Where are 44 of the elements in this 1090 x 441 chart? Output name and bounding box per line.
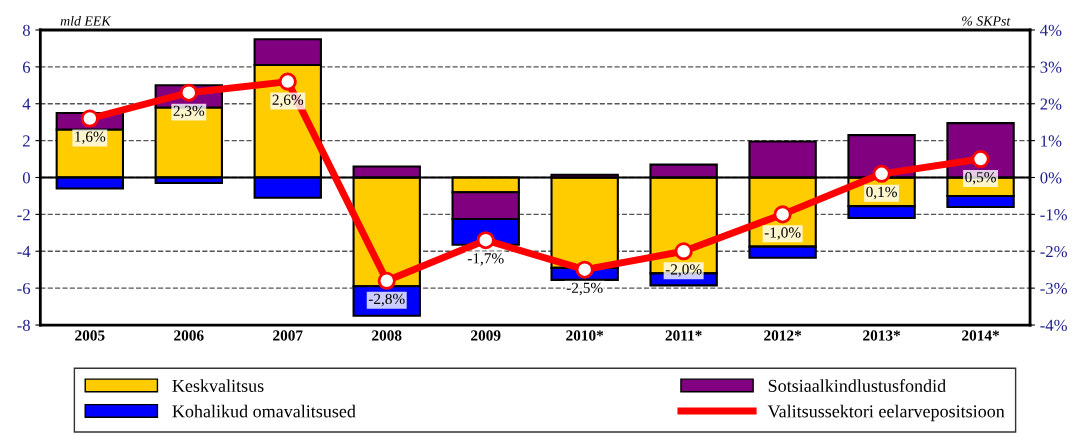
y2-tick-label: 2% <box>1040 98 1062 110</box>
legend-label: Sotsiaalkindlustusfondid <box>768 379 946 392</box>
data-label: 0,5% <box>965 172 996 185</box>
data-label: -2,0% <box>665 264 702 277</box>
y-tick-label: -4 <box>17 246 31 258</box>
y2-tick-label: 4% <box>1040 24 1062 36</box>
y-tick-label: -2 <box>17 209 30 221</box>
data-label: 2,3% <box>173 105 205 119</box>
data-label: 2,6% <box>272 94 304 108</box>
y-tick-label: 6 <box>22 61 31 73</box>
x-tick-label: 2005 <box>75 330 105 341</box>
legend-label: Valitsussektori eelarvepositsioon <box>767 404 1005 422</box>
y2-tick-label: -4% <box>1040 319 1067 332</box>
x-tick-label: 2008 <box>372 330 402 341</box>
y2-axis-title: % SKPst <box>962 16 1011 26</box>
data-label: 1,6% <box>75 131 106 144</box>
y-tick-label: 8 <box>22 24 30 36</box>
data-label: -2,5% <box>566 282 603 296</box>
y-tick-label: -6 <box>17 282 31 295</box>
y2-tick-label: -3% <box>1040 282 1067 295</box>
x-tick-label: 2007 <box>273 330 303 341</box>
legend-label: Kohalikud omavalitsused <box>172 404 356 418</box>
data-label: -1,0% <box>764 227 801 240</box>
y-tick-label: 2 <box>23 135 30 147</box>
y-tick-label: -8 <box>17 319 30 331</box>
y-axis-title: mld EEK <box>60 15 112 26</box>
x-tick-label: 2006 <box>174 330 204 341</box>
x-tick-label: 2011* <box>665 330 702 341</box>
x-tick-label: 2014* <box>962 330 1000 341</box>
y-tick-label: 4 <box>22 98 31 110</box>
legend-label: Keskvalitsus <box>172 379 264 392</box>
y-tick-label: 0 <box>22 172 30 184</box>
x-tick-label: 2010* <box>566 330 604 341</box>
x-tick-label: 2012* <box>764 330 802 341</box>
x-tick-label: 2009 <box>471 330 501 341</box>
data-label: -2,8% <box>368 293 405 307</box>
data-label: -1,7% <box>467 253 504 266</box>
y2-tick-label: 1% <box>1041 135 1062 147</box>
data-label: 0,1% <box>866 186 897 200</box>
y2-tick-label: 0% <box>1040 172 1062 184</box>
y2-tick-label: -2% <box>1040 245 1067 258</box>
y2-tick-label: 3% <box>1040 61 1062 73</box>
x-tick-label: 2013* <box>863 330 901 341</box>
y2-tick-label: -1% <box>1040 209 1067 221</box>
